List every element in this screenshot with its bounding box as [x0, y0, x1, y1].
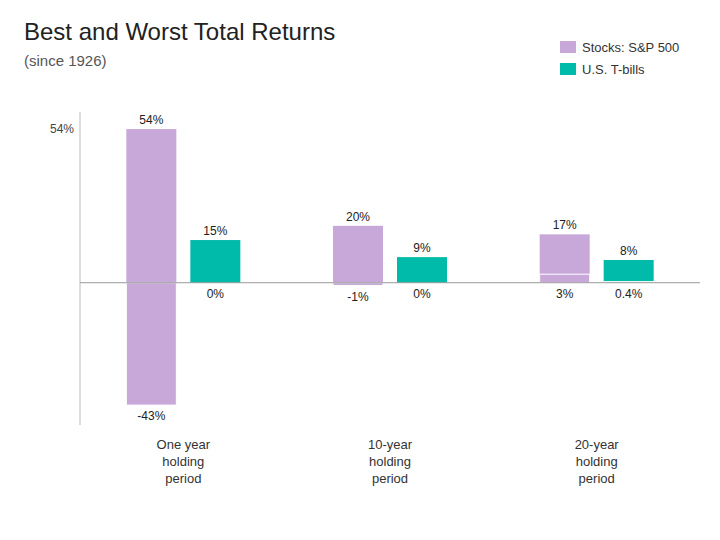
- bar-best: [540, 234, 590, 282]
- title: Best and Worst Total Returns: [24, 18, 335, 45]
- bar-worst: [126, 283, 176, 405]
- category-label: One yearholdingperiod: [157, 437, 211, 486]
- subtitle: (since 1926): [24, 52, 107, 69]
- data-label: 0%: [413, 287, 431, 301]
- data-label: 0%: [207, 287, 225, 301]
- data-label: 0.4%: [615, 287, 643, 301]
- bar-best: [604, 260, 654, 283]
- data-label: 20%: [346, 210, 370, 224]
- bar-best: [126, 129, 176, 283]
- zero-line: [80, 282, 700, 283]
- legend-swatch: [560, 63, 576, 75]
- bar-best: [190, 240, 240, 283]
- category-label: 20-yearholdingperiod: [575, 437, 620, 486]
- data-label: 8%: [620, 244, 638, 258]
- data-label: 54%: [139, 113, 163, 127]
- annotation: 54%: [50, 122, 74, 136]
- data-label: 17%: [553, 218, 577, 232]
- axis-line: [80, 112, 81, 425]
- legend-swatch: [560, 41, 576, 53]
- data-label: 9%: [413, 241, 431, 255]
- bar-worst: [540, 274, 590, 283]
- bars: [126, 129, 653, 405]
- data-label: 3%: [556, 287, 574, 301]
- chart: Best and Worst Total Returns (since 1926)…: [0, 0, 720, 540]
- bar-best: [397, 257, 447, 283]
- legend: Stocks: S&P 500 U.S. T-bills: [560, 40, 679, 77]
- data-label: -43%: [137, 409, 165, 423]
- legend-entry: Stocks: S&P 500: [582, 40, 679, 55]
- bar-best: [333, 226, 383, 283]
- legend-entry: U.S. T-bills: [582, 62, 645, 77]
- labels: 54% -43% 15% 0% 20% -1% 9% 0% 17% 3% 8% 0.4%: [137, 113, 642, 423]
- category-label: 10-yearholdingperiod: [368, 437, 413, 486]
- data-label: -1%: [347, 290, 369, 304]
- data-label: 15%: [203, 224, 227, 238]
